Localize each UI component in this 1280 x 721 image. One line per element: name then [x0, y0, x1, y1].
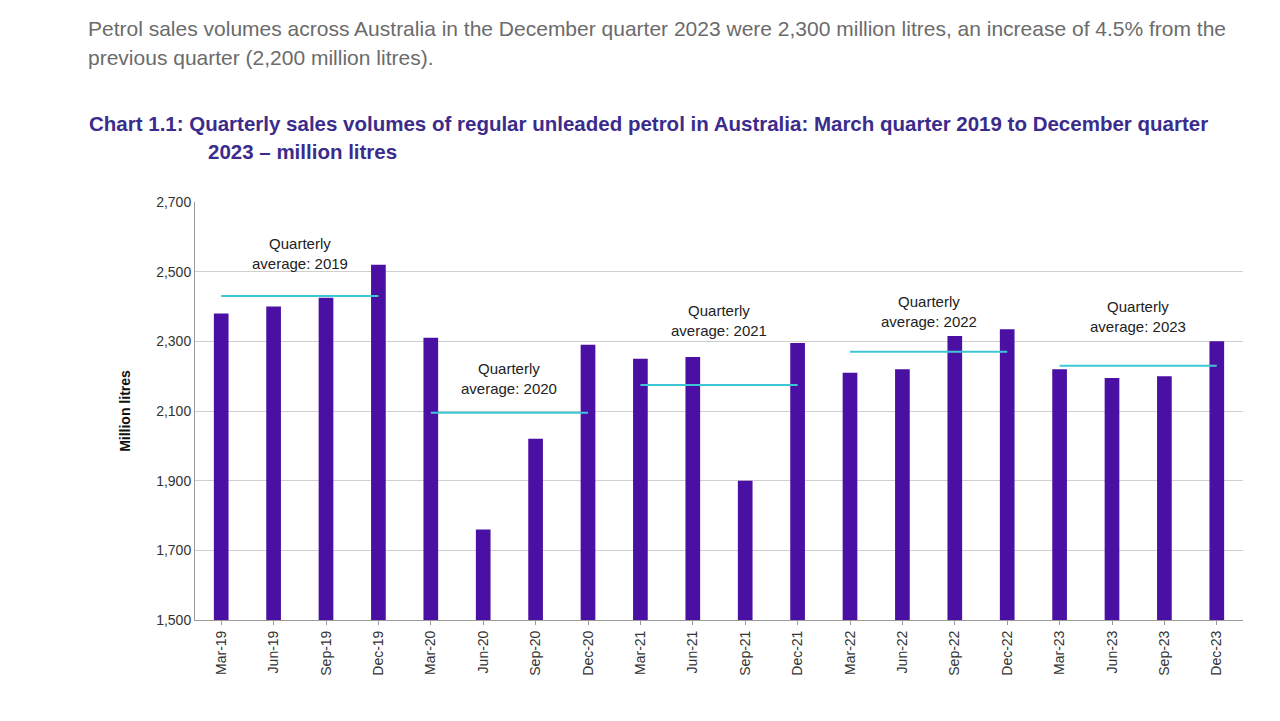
- svg-text:Jun-23: Jun-23: [1104, 630, 1120, 673]
- svg-text:Mar-19: Mar-19: [213, 630, 229, 675]
- svg-text:Dec-21: Dec-21: [789, 630, 805, 675]
- svg-text:Dec-22: Dec-22: [999, 630, 1015, 675]
- html-text:Petrol sales volumes across Au: Petrol sales volumes across Australia in…: [88, 17, 1227, 69]
- svg-text:1,500: 1,500: [156, 612, 191, 628]
- svg-text:Dec-23: Dec-23: [1208, 630, 1224, 675]
- svg-text:Mar-23: Mar-23: [1051, 630, 1067, 675]
- svg-text:Jun-21: Jun-21: [684, 630, 700, 673]
- svg-text:Dec-20: Dec-20: [580, 630, 596, 675]
- svg-text:Jun-22: Jun-22: [894, 630, 910, 673]
- svg-text:1,700: 1,700: [156, 542, 191, 558]
- svg-text:Quarterlyaverage: 2021: Quarterlyaverage: 2021: [671, 302, 767, 339]
- svg-text:Quarterlyaverage: 2019: Quarterlyaverage: 2019: [252, 235, 348, 272]
- svg-text:Sep-19: Sep-19: [318, 630, 334, 675]
- svg-text:Sep-20: Sep-20: [527, 630, 543, 675]
- svg-text:Quarterlyaverage: 2020: Quarterlyaverage: 2020: [461, 360, 557, 397]
- svg-text:2,100: 2,100: [156, 403, 191, 419]
- svg-text:Jun-20: Jun-20: [475, 630, 491, 673]
- svg-text:Mar-22: Mar-22: [842, 630, 858, 675]
- svg-text:Quarterlyaverage: 2023: Quarterlyaverage: 2023: [1090, 298, 1186, 335]
- svg-text:Jun-19: Jun-19: [265, 630, 281, 673]
- svg-text:Million litres: Million litres: [117, 370, 133, 452]
- svg-text:Mar-20: Mar-20: [422, 630, 438, 675]
- svg-text:2,500: 2,500: [156, 264, 191, 280]
- svg-text:2,300: 2,300: [156, 333, 191, 349]
- svg-text:1,900: 1,900: [156, 473, 191, 489]
- svg-text:Sep-21: Sep-21: [737, 630, 753, 675]
- svg-text:Mar-21: Mar-21: [632, 630, 648, 675]
- svg-text:2,700: 2,700: [156, 194, 191, 210]
- svg-text:Quarterlyaverage: 2022: Quarterlyaverage: 2022: [881, 293, 977, 330]
- svg-text:Dec-19: Dec-19: [370, 630, 386, 675]
- html-text:Chart 1.1: Quarterly sales vol: Chart 1.1: Quarterly sales volumes of re…: [89, 112, 1209, 163]
- svg-text:Sep-22: Sep-22: [946, 630, 962, 675]
- svg-text:Sep-23: Sep-23: [1156, 630, 1172, 675]
